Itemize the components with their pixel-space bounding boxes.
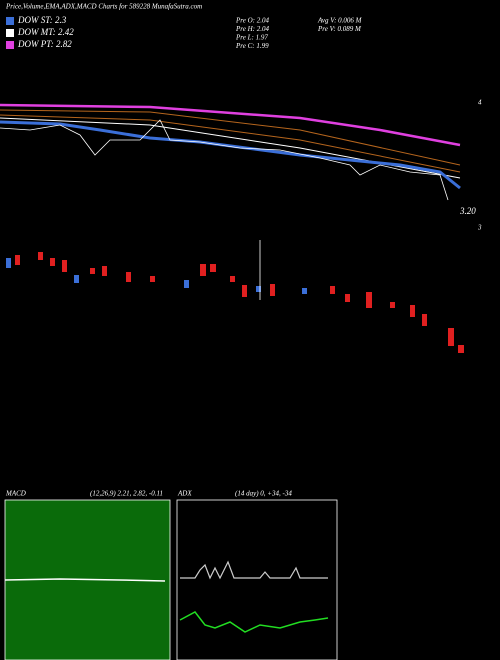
legend-swatch [6,29,14,37]
upper-label: 4 [478,99,482,107]
lower-label: 3 [477,224,482,232]
candles [6,240,464,353]
macd-line [4,578,166,582]
stat: Pre O: 2.04 [235,17,269,25]
price-lines [0,103,461,201]
macd-title: MACD [5,490,26,498]
adx-line [180,560,328,580]
di-line [179,611,329,633]
adx-params: (14 day) 0, +34, -34 [235,490,292,498]
close-line [0,119,449,201]
stat: Pre C: 1.99 [235,42,269,50]
stat: Pre L: 1.97 [235,34,268,42]
adx-title: ADX [177,490,192,498]
legend-label: DOW ST: 2.3 [17,15,67,25]
macd-params: (12,26,9) 2.21, 2.82, -0.11 [90,490,163,498]
stat: Pre V: 0.089 M [317,25,362,33]
legend-label: DOW PT: 2.82 [17,39,72,49]
ema-line [0,109,461,166]
last-price: 3.20 [459,206,476,216]
pt-line [0,103,461,147]
ema-line [0,114,461,173]
legend-swatch [6,41,14,49]
legend-label: DOW MT: 2.42 [17,27,74,37]
adx-panel [176,499,338,660]
stat: Pre H: 2.04 [235,25,269,33]
legend: DOW ST: 2.3 DOW MT: 2.42 DOW PT: 2.82 [6,15,74,49]
stat: Avg V: 0.006 M [317,17,363,25]
title: Price,Volume,EMA,ADX,MACD Charts for 589… [5,3,202,11]
legend-swatch [6,17,14,25]
